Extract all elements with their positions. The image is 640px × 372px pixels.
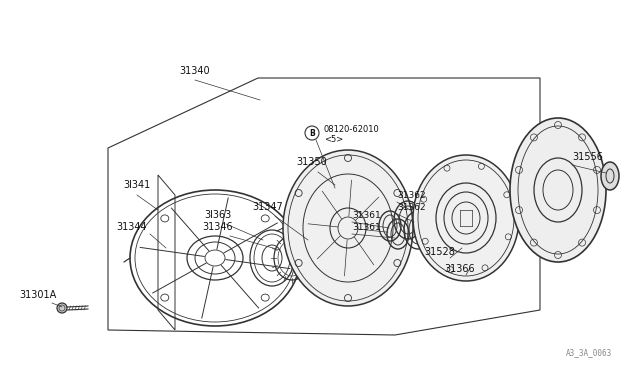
Text: B: B <box>309 128 315 138</box>
Text: 31362: 31362 <box>397 191 426 200</box>
Text: 31346: 31346 <box>203 222 234 232</box>
Text: 31340: 31340 <box>180 66 211 76</box>
Text: 31301A: 31301A <box>19 290 56 300</box>
Text: 31556: 31556 <box>572 152 603 162</box>
Text: 31366: 31366 <box>445 264 476 274</box>
Text: 3l341: 3l341 <box>124 180 150 190</box>
Text: <5>: <5> <box>324 135 343 144</box>
Text: 08120-62010: 08120-62010 <box>324 125 380 134</box>
Ellipse shape <box>57 303 67 313</box>
Text: 31528: 31528 <box>424 247 456 257</box>
Bar <box>298 248 325 268</box>
Text: 31361: 31361 <box>352 211 381 220</box>
Text: 31350: 31350 <box>296 157 328 167</box>
Ellipse shape <box>510 118 606 262</box>
Ellipse shape <box>413 155 519 281</box>
Text: A3_3A_0063: A3_3A_0063 <box>566 348 612 357</box>
Text: 3l363: 3l363 <box>204 210 232 220</box>
Text: 31362: 31362 <box>397 203 426 212</box>
Ellipse shape <box>601 162 619 190</box>
Text: 31347: 31347 <box>253 202 284 212</box>
Text: 31361: 31361 <box>352 223 381 232</box>
Ellipse shape <box>283 150 413 306</box>
Text: 31344: 31344 <box>116 222 147 232</box>
